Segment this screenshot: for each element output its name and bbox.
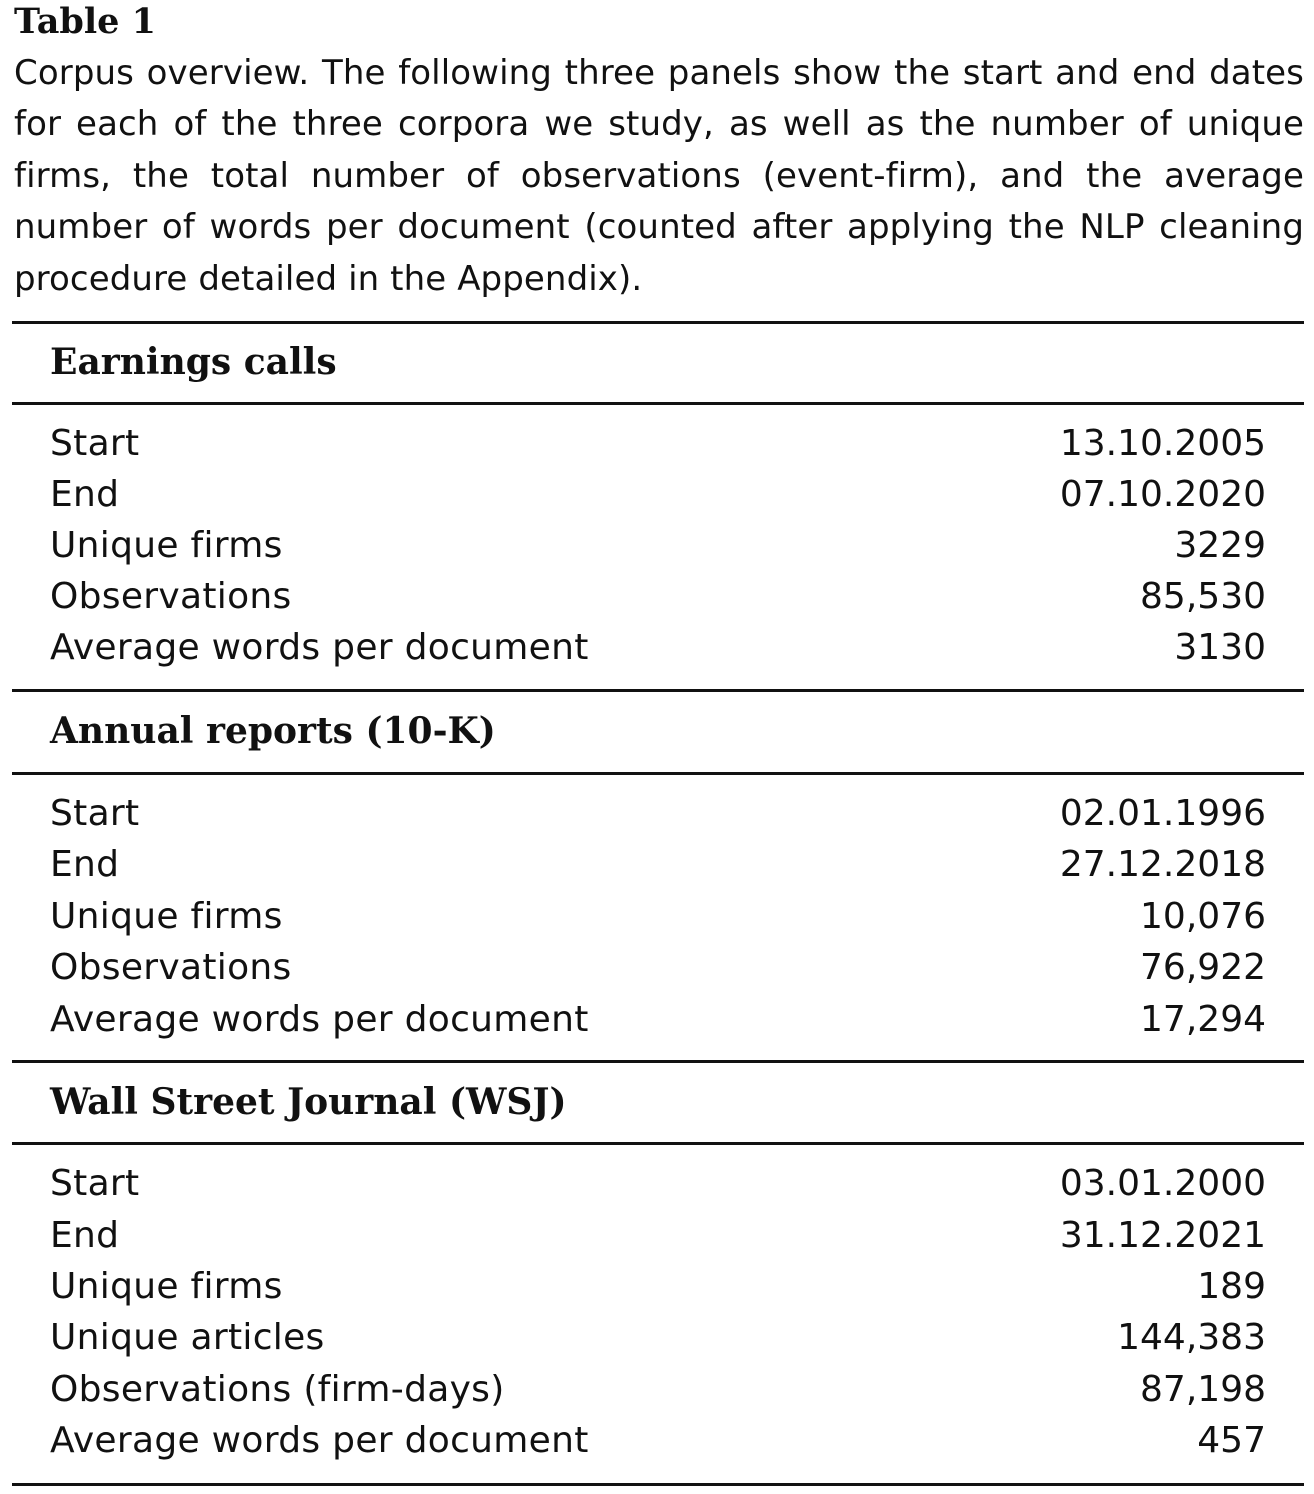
row-label: Average words per document (50, 999, 589, 1040)
row-value: 27.12.2018 (1059, 844, 1266, 885)
table-row: Unique firms 10,076 (50, 891, 1266, 942)
table-caption: Corpus overview. The following three pan… (14, 53, 1304, 299)
row-value: 03.01.2000 (1059, 1163, 1266, 1204)
table-row: Observations (firm-days) 87,198 (50, 1364, 1266, 1415)
row-label: Unique firms (50, 896, 283, 937)
table-row: Start 13.10.2005 (50, 418, 1266, 469)
table-row: Unique articles 144,383 (50, 1312, 1266, 1363)
row-label: Start (50, 1163, 140, 1204)
row-label: End (50, 844, 120, 885)
row-label: Unique firms (50, 1266, 283, 1307)
row-value: 87,198 (1140, 1369, 1266, 1410)
table-title: Table 1 (14, 1, 156, 42)
row-value: 02.01.1996 (1059, 793, 1266, 834)
row-value: 07.10.2020 (1059, 474, 1266, 515)
panel-rule (12, 689, 1304, 692)
row-label: Observations (firm-days) (50, 1369, 505, 1410)
row-value: 189 (1197, 1266, 1266, 1307)
row-value: 144,383 (1117, 1317, 1266, 1358)
table-row: Average words per document 17,294 (50, 994, 1266, 1045)
row-label: Observations (50, 947, 292, 988)
row-value: 17,294 (1140, 999, 1266, 1040)
row-label: End (50, 1215, 120, 1256)
row-value: 457 (1197, 1420, 1266, 1461)
row-value: 76,922 (1140, 947, 1266, 988)
row-value: 3229 (1174, 525, 1266, 566)
heading-rule (12, 1142, 1304, 1145)
row-label: Average words per document (50, 1420, 589, 1461)
row-label: Start (50, 423, 140, 464)
table-row: Average words per document 457 (50, 1415, 1266, 1466)
panel-heading: Annual reports (10-K) (50, 710, 496, 752)
row-label: Observations (50, 576, 292, 617)
row-label: Unique articles (50, 1317, 325, 1358)
table-row: Average words per document 3130 (50, 622, 1266, 673)
panel-heading: Wall Street Journal (WSJ) (50, 1081, 567, 1123)
row-label: Unique firms (50, 525, 283, 566)
row-label: End (50, 474, 120, 515)
table-row: Observations 85,530 (50, 571, 1266, 622)
row-label: Average words per document (50, 627, 589, 668)
heading-rule (12, 772, 1304, 775)
heading-rule (12, 402, 1304, 405)
table-row: End 31.12.2021 (50, 1210, 1266, 1261)
row-label: Start (50, 793, 140, 834)
table-row: End 27.12.2018 (50, 839, 1266, 890)
top-rule (12, 321, 1304, 324)
panel-rule (12, 1060, 1304, 1063)
row-value: 31.12.2021 (1059, 1215, 1266, 1256)
panel-heading: Earnings calls (50, 341, 337, 383)
table-row: Start 03.01.2000 (50, 1158, 1266, 1209)
row-value: 85,530 (1140, 576, 1266, 617)
row-value: 13.10.2005 (1059, 423, 1266, 464)
row-value: 3130 (1174, 627, 1266, 668)
table-row: Start 02.01.1996 (50, 788, 1266, 839)
row-value: 10,076 (1140, 896, 1266, 937)
table-row: End 07.10.2020 (50, 469, 1266, 520)
bottom-rule (12, 1483, 1304, 1486)
table-row: Observations 76,922 (50, 942, 1266, 993)
table-row: Unique firms 189 (50, 1261, 1266, 1312)
table-row: Unique firms 3229 (50, 520, 1266, 571)
